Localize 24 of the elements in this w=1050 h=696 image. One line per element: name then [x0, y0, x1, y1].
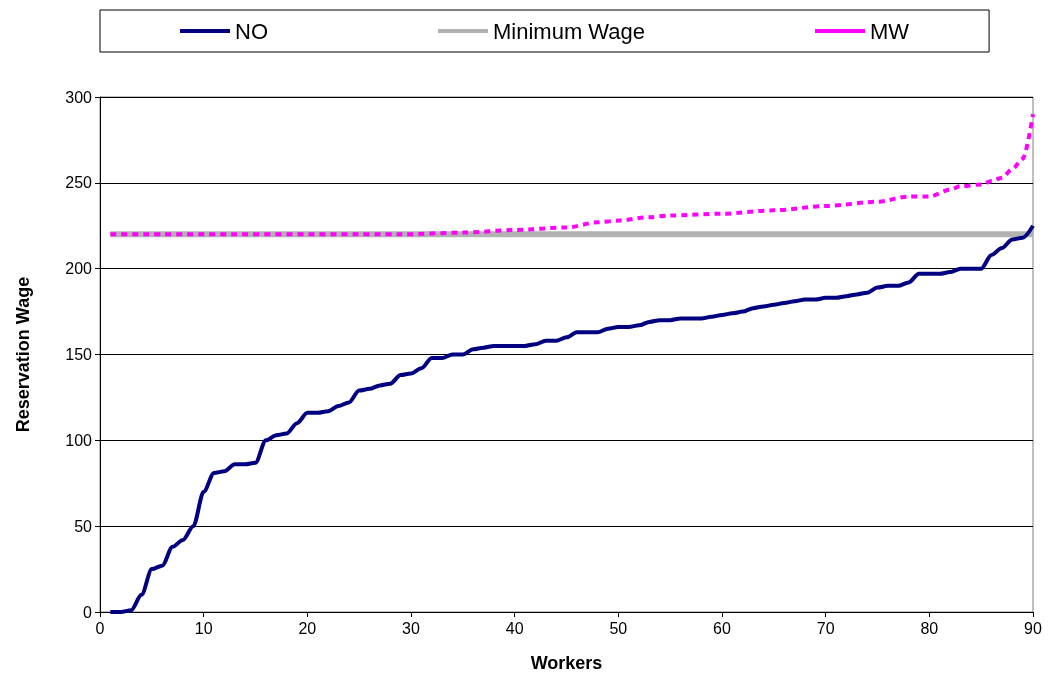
y-tick-label: 300 [65, 88, 93, 106]
y-tick-label: 200 [65, 260, 93, 278]
line-series [108, 223, 1035, 614]
y-tick-label: 250 [65, 174, 93, 192]
legend-label: MW [869, 18, 910, 44]
y-tick-label: 150 [65, 346, 93, 363]
x-tick-label: 90 [1024, 619, 1042, 637]
legend-label: Minimum Wage [493, 18, 645, 44]
x-axis-title: Workers [530, 653, 603, 673]
y-tick-label: 0 [83, 603, 93, 621]
x-tick-label: 10 [194, 619, 213, 637]
line-series [108, 112, 1035, 237]
y-tick-label: 100 [65, 431, 93, 449]
x-tick-label: 40 [505, 619, 524, 637]
x-tick-label: 70 [816, 619, 835, 637]
x-tick-label: 0 [95, 619, 105, 637]
x-tick-label: 30 [402, 619, 420, 637]
legend-label: NO [235, 18, 268, 44]
x-tick-label: 20 [298, 619, 317, 637]
x-tick-label: 80 [920, 619, 939, 637]
x-tick-label: 60 [713, 619, 731, 637]
y-tick-label: 50 [74, 517, 93, 535]
x-tick-label: 50 [609, 619, 628, 637]
y-axis-title: Reservation Wage [13, 276, 33, 433]
